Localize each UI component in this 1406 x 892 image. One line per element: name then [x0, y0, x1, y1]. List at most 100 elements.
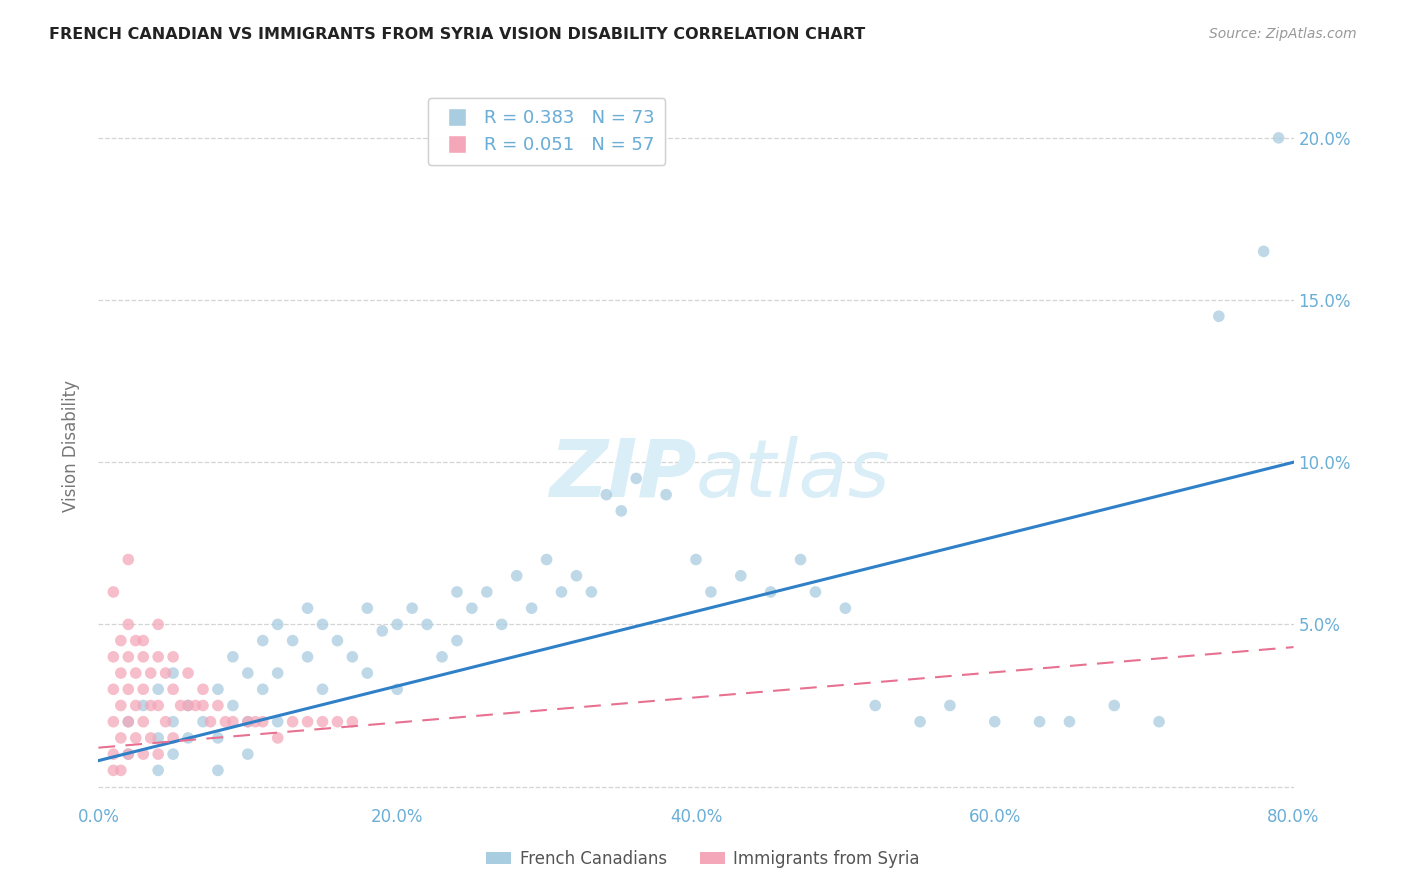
Point [461, 601, 484, 615]
Point [685, 552, 707, 566]
Point [789, 552, 811, 566]
Point [132, 633, 155, 648]
Point [281, 633, 304, 648]
Point [117, 714, 139, 729]
Text: FRENCH CANADIAN VS IMMIGRANTS FROM SYRIA VISION DISABILITY CORRELATION CHART: FRENCH CANADIAN VS IMMIGRANTS FROM SYRIA… [49, 27, 866, 42]
Point [834, 601, 856, 615]
Point [267, 617, 290, 632]
Point [177, 731, 200, 745]
Point [939, 698, 962, 713]
Point [148, 747, 170, 761]
Point [125, 666, 148, 681]
Point [1059, 714, 1081, 729]
Point [184, 698, 207, 713]
Point [297, 601, 319, 615]
Point [804, 585, 827, 599]
Point [148, 764, 170, 778]
Point [139, 698, 162, 713]
Point [117, 747, 139, 761]
Point [110, 731, 132, 745]
Point [132, 649, 155, 664]
Point [267, 666, 290, 681]
Point [730, 568, 752, 582]
Point [117, 747, 139, 761]
Point [117, 649, 139, 664]
Point [356, 666, 378, 681]
Point [155, 714, 177, 729]
Point [1253, 244, 1275, 259]
Point [148, 731, 170, 745]
Point [191, 698, 214, 713]
Point [401, 601, 423, 615]
Point [311, 617, 333, 632]
Point [162, 682, 184, 697]
Text: atlas: atlas [696, 435, 891, 514]
Point [222, 698, 245, 713]
Point [148, 649, 170, 664]
Point [356, 601, 378, 615]
Point [865, 698, 887, 713]
Point [125, 698, 148, 713]
Point [297, 649, 319, 664]
Point [506, 568, 529, 582]
Point [236, 714, 259, 729]
Point [326, 714, 349, 729]
Point [110, 698, 132, 713]
Point [222, 649, 245, 664]
Point [117, 617, 139, 632]
Y-axis label: Vision Disability: Vision Disability [62, 380, 80, 512]
Point [214, 714, 236, 729]
Point [132, 714, 155, 729]
Point [207, 698, 229, 713]
Point [267, 714, 290, 729]
Point [416, 617, 439, 632]
Point [177, 666, 200, 681]
Point [103, 714, 125, 729]
Point [252, 714, 274, 729]
Point [125, 731, 148, 745]
Point [148, 698, 170, 713]
Point [117, 682, 139, 697]
Text: ZIP: ZIP [548, 435, 696, 514]
Point [252, 633, 274, 648]
Point [103, 585, 125, 599]
Point [342, 649, 364, 664]
Point [132, 682, 155, 697]
Point [139, 731, 162, 745]
Point [236, 747, 259, 761]
Point [245, 714, 267, 729]
Point [252, 682, 274, 697]
Point [169, 698, 191, 713]
Point [520, 601, 543, 615]
Text: Source: ZipAtlas.com: Source: ZipAtlas.com [1209, 27, 1357, 41]
Point [207, 731, 229, 745]
Point [297, 714, 319, 729]
Point [446, 585, 468, 599]
Point [446, 633, 468, 648]
Point [207, 764, 229, 778]
Point [162, 731, 184, 745]
Point [342, 714, 364, 729]
Point [385, 682, 409, 697]
Point [110, 666, 132, 681]
Point [626, 471, 648, 485]
Point [200, 714, 222, 729]
Legend: French Canadians, Immigrants from Syria: French Canadians, Immigrants from Syria [479, 844, 927, 875]
Point [162, 666, 184, 681]
Point [148, 682, 170, 697]
Point [103, 764, 125, 778]
Point [103, 649, 125, 664]
Point [984, 714, 1007, 729]
Point [311, 682, 333, 697]
Point [550, 585, 572, 599]
Point [385, 617, 409, 632]
Point [371, 624, 394, 638]
Point [655, 488, 678, 502]
Legend: R = 0.383   N = 73, R = 0.051   N = 57: R = 0.383 N = 73, R = 0.051 N = 57 [427, 98, 665, 165]
Point [222, 714, 245, 729]
Point [177, 698, 200, 713]
Point [581, 585, 603, 599]
Point [1104, 698, 1126, 713]
Point [132, 747, 155, 761]
Point [700, 585, 723, 599]
